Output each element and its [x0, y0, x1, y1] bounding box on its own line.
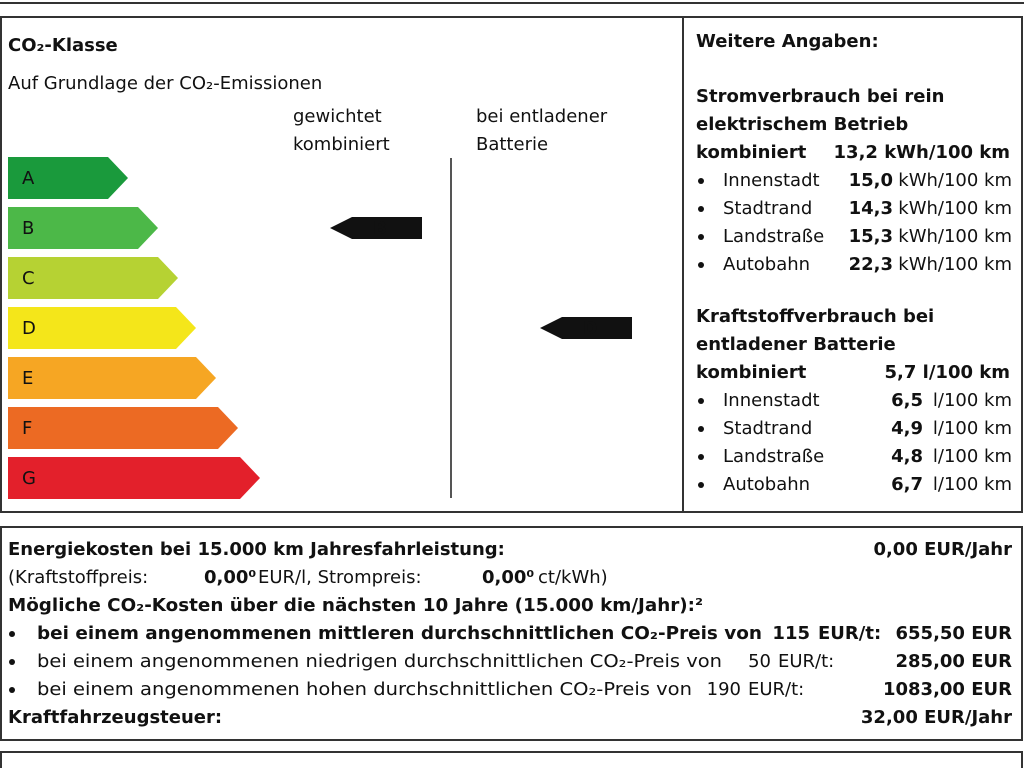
price-part: EUR/l, Strompreis:: [258, 567, 422, 588]
energy-label: Energiekosten bei 15.000 km Jahresfahrle…: [8, 539, 505, 560]
row-value: 4,9: [891, 418, 923, 439]
class-letter: B: [22, 218, 34, 239]
class-arrow: [8, 357, 216, 399]
class-marker: [540, 317, 632, 339]
scenario-text: bei einem angenommenen niedrigen durchsc…: [37, 651, 722, 672]
column-header: gewichtet: [293, 106, 382, 127]
scenario-unit: EUR/t:: [748, 679, 804, 700]
class-letter: C: [22, 268, 35, 289]
section-heading: entladener Batterie: [696, 334, 896, 355]
class-letter: D: [22, 318, 36, 339]
row-unit: l/100 km: [933, 390, 1012, 411]
bullet: [9, 659, 15, 665]
scenario-unit: EUR/t:: [778, 651, 834, 672]
footnote-panel: [0, 751, 1023, 768]
price-part: 0,00⁰: [204, 567, 256, 588]
class-arrow: [8, 257, 178, 299]
price-part: (Kraftstoffpreis:: [8, 567, 148, 588]
row-label: Innenstadt: [723, 170, 820, 191]
costs-panel: [0, 526, 1023, 741]
row-value: 14,3: [849, 198, 893, 219]
combined-label: kombiniert: [696, 362, 807, 383]
scenario-amount: 285,00 EUR: [896, 651, 1013, 672]
bullet: [698, 426, 704, 432]
class-letter: A: [22, 168, 35, 189]
scenario-text: bei einem angenommenen hohen durchschnit…: [37, 679, 692, 700]
section-heading: Stromverbrauch bei rein: [696, 86, 944, 107]
row-unit: l/100 km: [933, 474, 1012, 495]
row-unit: l/100 km: [933, 446, 1012, 467]
row-unit: kWh/100 km: [898, 254, 1012, 275]
class-arrow: [8, 407, 238, 449]
scenario-amount: 655,50 EUR: [896, 623, 1013, 644]
row-value: 6,7: [891, 474, 923, 495]
section-heading: elektrischem Betrieb: [696, 114, 908, 135]
class-letter: E: [22, 368, 33, 389]
row-label: Autobahn: [723, 474, 810, 495]
row-unit: kWh/100 km: [898, 198, 1012, 219]
class-marker: [330, 217, 422, 239]
marker-letter: D: [583, 318, 598, 339]
price-part: 0,00⁰: [482, 567, 534, 588]
row-value: 15,3: [849, 226, 893, 247]
combined-label: kombiniert: [696, 142, 807, 163]
row-value: 22,3: [849, 254, 893, 275]
row-value: 6,5: [891, 390, 923, 411]
class-arrow: [8, 207, 158, 249]
price-part: ct/kWh): [538, 567, 608, 588]
section-heading: Kraftstoffverbrauch bei: [696, 306, 934, 327]
row-label: Landstraße: [723, 446, 824, 467]
tax-value: 32,00 EUR/Jahr: [861, 707, 1012, 728]
column-header: kombiniert: [293, 134, 390, 155]
class-arrow: [8, 457, 260, 499]
column-header: Batterie: [476, 134, 548, 155]
bullet: [698, 398, 704, 404]
bullet: [9, 687, 15, 693]
row-value: 4,8: [891, 446, 923, 467]
column-header: bei entladener: [476, 106, 608, 127]
bullet: [698, 206, 704, 212]
row-label: Landstraße: [723, 226, 824, 247]
scenario-text: bei einem angenommenen mittleren durchsc…: [37, 623, 762, 644]
row-label: Stadtrand: [723, 418, 812, 439]
scenario-unit: EUR/t:: [818, 623, 881, 644]
row-unit: l/100 km: [933, 418, 1012, 439]
class-letter: G: [22, 468, 36, 489]
row-label: Autobahn: [723, 254, 810, 275]
class-arrow: [8, 157, 128, 199]
marker-letter: B: [373, 218, 387, 239]
details-panel: [682, 16, 1023, 513]
subtitle: Auf Grundlage der CO₂-Emissionen: [8, 73, 322, 94]
row-label: Innenstadt: [723, 390, 820, 411]
class-letter: F: [22, 418, 32, 439]
title: CO₂-Klasse: [8, 35, 118, 56]
energy-value: 0,00 EUR/Jahr: [873, 539, 1012, 560]
bullet: [698, 178, 704, 184]
combined-value: 5,7 l/100 km: [885, 362, 1010, 383]
row-unit: kWh/100 km: [898, 170, 1012, 191]
row-unit: kWh/100 km: [898, 226, 1012, 247]
row-label: Stadtrand: [723, 198, 812, 219]
tax-label: Kraftfahrzeugsteuer:: [8, 707, 222, 728]
scenario-price: 190: [707, 679, 741, 700]
combined-value: 13,2 kWh/100 km: [834, 142, 1010, 163]
bullet: [698, 234, 704, 240]
co2-heading: Mögliche CO₂-Kosten über die nächsten 10…: [8, 595, 703, 616]
bullet: [698, 262, 704, 268]
bullet: [698, 454, 704, 460]
scenario-amount: 1083,00 EUR: [883, 679, 1012, 700]
scenario-price: 115: [772, 623, 810, 644]
row-value: 15,0: [849, 170, 893, 191]
bullet: [698, 482, 704, 488]
details-title: Weitere Angaben:: [696, 31, 879, 52]
bullet: [9, 631, 15, 637]
scenario-price: 50: [748, 651, 771, 672]
class-arrow: [8, 307, 196, 349]
